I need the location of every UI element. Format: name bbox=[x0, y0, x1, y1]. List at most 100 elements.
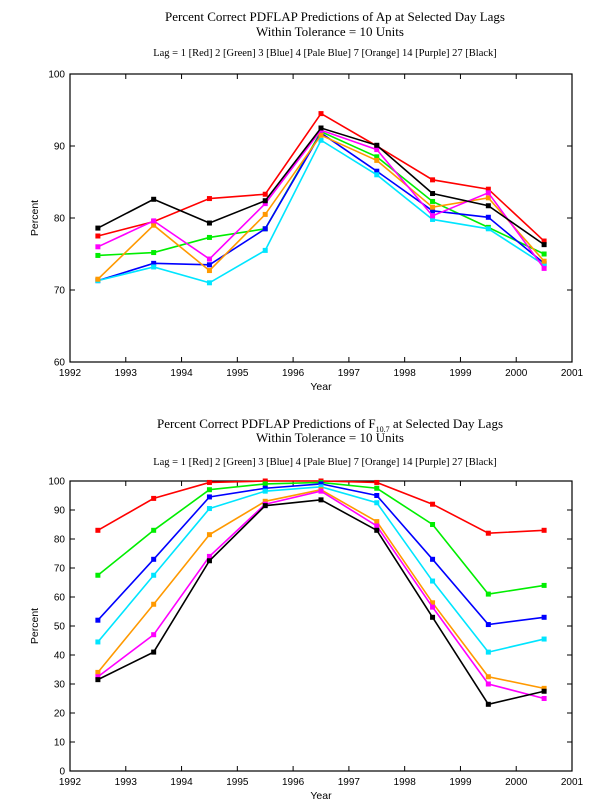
chart1-series-6-point bbox=[430, 213, 436, 219]
chart2-series-3-point bbox=[485, 622, 491, 628]
chart1-series-3-point bbox=[430, 208, 436, 214]
chart2-y-tick-label: 40 bbox=[54, 651, 66, 662]
chart2-series-line-4 bbox=[97, 485, 545, 653]
chart1-series-3-point bbox=[206, 262, 212, 268]
chart2-title-rest: at Selected Day Lags bbox=[390, 416, 503, 431]
chart1-x-tick-label: 2000 bbox=[505, 368, 528, 379]
chart1-series-3-point bbox=[374, 168, 380, 174]
chart2-series-7-point bbox=[262, 503, 268, 509]
chart2-series-1-point bbox=[206, 479, 212, 485]
chart2-x-tick-label: 1992 bbox=[59, 777, 82, 788]
chart2-series-3-point bbox=[541, 614, 547, 620]
chart2-x-tick-label: 2001 bbox=[561, 777, 584, 788]
chart1-y-tick-label: 100 bbox=[48, 70, 65, 81]
chart2-y-axis-label: Percent bbox=[29, 608, 41, 644]
chart2-series-2-point bbox=[151, 527, 157, 533]
chart1-series-6-point bbox=[374, 147, 380, 153]
chart1-series-5-point bbox=[541, 258, 547, 264]
chart2-series-2-point bbox=[430, 522, 436, 527]
chart2-x-axis-label: Year bbox=[310, 790, 332, 802]
chart2-series-4-point bbox=[541, 636, 547, 642]
chart2-x-tick-label: 1996 bbox=[282, 777, 305, 788]
chart1-series-4-point bbox=[206, 280, 212, 286]
chart1-series-1-point bbox=[262, 191, 268, 197]
chart1-series-2-point bbox=[95, 252, 101, 258]
chart1-y-tick-label: 70 bbox=[54, 286, 66, 297]
chart2-x-tick-label: 1995 bbox=[226, 777, 249, 788]
chart1-series-2-point bbox=[430, 198, 436, 204]
chart2-series-line-5 bbox=[97, 488, 545, 690]
chart2-y-tick-label: 80 bbox=[54, 535, 66, 546]
chart1-series-6-point bbox=[206, 256, 212, 262]
chart1-series-2-point bbox=[374, 154, 380, 160]
chart2-series-5-point bbox=[262, 498, 268, 504]
chart1-x-tick-label: 1992 bbox=[59, 368, 82, 379]
chart2-series-1-point bbox=[95, 527, 101, 533]
chart2-y-tick-label: 90 bbox=[54, 506, 66, 517]
chart2-series-7-point bbox=[151, 649, 157, 655]
chart2-series-1-point bbox=[262, 478, 268, 484]
chart1-series-7-point bbox=[151, 196, 157, 202]
chart2-series-7-point bbox=[95, 677, 101, 683]
chart2-series-4-point bbox=[430, 578, 436, 584]
chart1-series-4-point bbox=[541, 262, 547, 268]
chart2-series-3-point bbox=[374, 493, 380, 498]
chart1-series-6-point bbox=[95, 244, 101, 250]
chart1-series-1-point bbox=[430, 177, 436, 183]
chart1-series-2-point bbox=[541, 251, 547, 257]
chart2-series-5-point bbox=[541, 685, 547, 691]
chart2-series-5-point bbox=[485, 674, 491, 680]
chart2-series-4-point bbox=[318, 484, 324, 490]
chart2-series-6-point bbox=[151, 632, 157, 638]
chart2-title: Percent Correct PDFLAP Predictions of F1… bbox=[157, 416, 503, 434]
chart2-series-2-point bbox=[262, 481, 268, 487]
chart1-x-axis-label: Year bbox=[310, 381, 332, 393]
chart1-series-1-point bbox=[318, 111, 324, 117]
chart1-x-tick-label: 1996 bbox=[282, 368, 305, 379]
chart2-plot: 1992 1993 1994 1995 1996 1997 1998 1999 2000 2001… bbox=[29, 477, 584, 803]
chart2-series-3-point bbox=[206, 494, 212, 500]
chart1-series-7-point bbox=[206, 220, 212, 226]
chart1-series-6-point bbox=[485, 190, 491, 196]
chart2-series-7-point bbox=[485, 701, 491, 707]
chart2-x-tick-label: 1999 bbox=[449, 777, 472, 788]
chart1-series-6-point bbox=[541, 265, 547, 271]
chart2-series-line-3 bbox=[97, 483, 545, 626]
chart2-series-4-point bbox=[374, 500, 380, 506]
chart1-frame bbox=[69, 73, 573, 363]
chart1-series-2-point bbox=[206, 234, 212, 240]
chart2-y-tick-label: 30 bbox=[54, 680, 66, 691]
chart1-plot: 1992 1993 1994 1995 1996 1997 1998 1999 2000 2001… bbox=[29, 70, 584, 394]
chart2-series-2-point bbox=[374, 485, 380, 491]
chart1-series-7-point bbox=[374, 142, 380, 148]
chart2-y-tick-label: 20 bbox=[54, 709, 66, 720]
chart2-series-3-point bbox=[151, 556, 157, 562]
chart2-y-tick-label: 0 bbox=[59, 767, 65, 778]
chart2-series-3-point bbox=[430, 556, 436, 562]
chart2-series-4-point bbox=[262, 488, 268, 494]
chart2-series-4-point bbox=[95, 639, 101, 645]
chart1-x-tick-label: 2001 bbox=[561, 368, 584, 379]
chart2-series-5-point bbox=[151, 601, 157, 607]
chart1-series-7-point bbox=[541, 242, 547, 248]
chart1-series-5-point bbox=[206, 268, 212, 274]
chart1-series-4-point bbox=[374, 172, 380, 178]
chart2-series-6-point bbox=[374, 523, 380, 529]
chart2-series-7-point bbox=[374, 527, 380, 533]
chart1-series-7-point bbox=[318, 125, 324, 131]
chart1-series-6-point bbox=[151, 218, 157, 224]
chart2-series-1-point bbox=[151, 495, 157, 501]
chart2-series-1-point bbox=[374, 479, 380, 485]
chart2-series-6-point bbox=[485, 681, 491, 687]
chart2-series-6-point bbox=[541, 696, 547, 701]
chart2-series-5-point bbox=[206, 532, 212, 538]
chart2-series-1-point bbox=[430, 501, 436, 507]
chart2-y-tick-label: 60 bbox=[54, 593, 66, 604]
chart1-series-1-point bbox=[541, 238, 547, 244]
chart2-x-tick-label: 1994 bbox=[170, 777, 193, 788]
chart2-x-tick-label: 1997 bbox=[338, 777, 361, 788]
chart2-series-5-point bbox=[430, 600, 436, 606]
chart2-series-4-point bbox=[206, 506, 212, 512]
chart2-series-5-point bbox=[95, 669, 101, 675]
